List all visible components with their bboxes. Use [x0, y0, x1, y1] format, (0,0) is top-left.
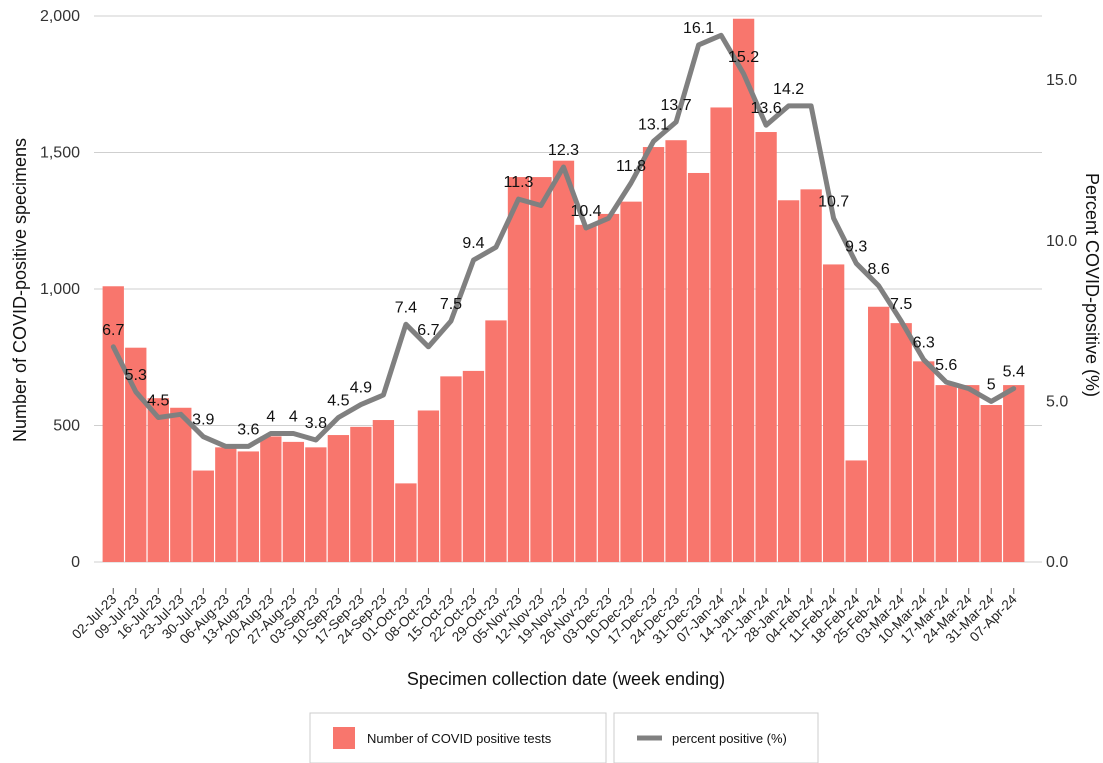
data-label: 11.8 — [616, 158, 646, 175]
data-label: 3.8 — [305, 415, 327, 432]
bar — [282, 441, 305, 562]
bar — [868, 306, 890, 562]
data-label: 3.9 — [192, 412, 214, 429]
bar — [440, 376, 462, 562]
bar — [1003, 385, 1025, 562]
right-y-axis: 0.0 5.0 10.0 15.0 — [1046, 72, 1077, 571]
data-label: 8.6 — [868, 261, 890, 278]
data-label: 14.2 — [773, 81, 804, 98]
bar — [147, 398, 169, 562]
bar — [642, 147, 665, 563]
bar — [305, 447, 327, 562]
bar — [665, 140, 687, 562]
bar — [845, 460, 867, 562]
line-series — [110, 32, 1017, 449]
bar — [800, 189, 822, 563]
legend: Number of COVID positive tests percent p… — [309, 712, 819, 763]
data-label: 5.4 — [1003, 364, 1025, 381]
data-label: 4 — [266, 409, 275, 426]
right-y-tick-label: 10.0 — [1046, 233, 1077, 250]
data-label: 12.3 — [548, 142, 579, 159]
data-label: 7.4 — [395, 299, 417, 316]
bar — [822, 264, 845, 562]
bar — [395, 483, 417, 562]
left-y-tick-label: 0 — [71, 554, 80, 571]
data-label: 4 — [289, 409, 298, 426]
bar — [215, 447, 237, 562]
bar — [575, 224, 597, 562]
data-label: 16.1 — [683, 20, 714, 37]
bar — [530, 177, 552, 562]
percent-positive-line — [110, 32, 1017, 449]
legend-label-line: percent positive (%) — [672, 731, 787, 746]
data-label: 6.3 — [913, 335, 935, 352]
bar — [732, 18, 755, 563]
bar — [597, 213, 620, 563]
bar — [935, 385, 957, 562]
right-y-axis-title: Percent COVID-positive (%) — [1082, 173, 1102, 397]
data-label: 6.7 — [417, 322, 439, 339]
data-label: 5.3 — [125, 367, 147, 384]
data-label: 9.4 — [462, 235, 484, 252]
data-label: 5 — [987, 376, 996, 393]
right-y-tick-label: 15.0 — [1046, 72, 1077, 89]
data-label: 13.7 — [660, 97, 691, 114]
bar — [890, 323, 912, 562]
bar — [620, 201, 642, 562]
data-labels: 6.75.34.53.93.64 4 3.84.54.97.46.77.59.411… — [102, 20, 1025, 438]
data-label: 7.5 — [890, 296, 912, 313]
legend-swatch-bars — [333, 727, 355, 749]
bar — [755, 132, 777, 562]
legend-label-bars: Number of COVID positive tests — [367, 731, 552, 746]
bar — [507, 177, 530, 562]
data-label: 4.5 — [327, 392, 349, 409]
data-label: 4.5 — [147, 392, 169, 409]
bar — [552, 160, 575, 562]
data-label: 10.7 — [818, 193, 849, 210]
bar — [485, 320, 507, 562]
bar — [417, 410, 440, 562]
bar — [350, 426, 372, 562]
left-y-tick-label: 1,000 — [40, 281, 80, 298]
bar — [710, 107, 732, 562]
x-axis-title: Specimen collection date (week ending) — [407, 669, 725, 689]
x-axis: 02-Jul-2309-Jul-2316-Jul-2323-Jul-2330-J… — [69, 588, 1020, 647]
bar — [327, 435, 350, 562]
data-label: 11.3 — [503, 174, 533, 191]
bar — [980, 405, 1002, 562]
data-label: 7.5 — [440, 296, 462, 313]
right-y-tick-label: 0.0 — [1046, 554, 1068, 571]
data-label: 3.6 — [237, 421, 259, 438]
bar — [170, 407, 192, 562]
bar — [958, 385, 980, 562]
bar — [687, 172, 710, 562]
legend-box-bars — [309, 712, 607, 763]
data-label: 13.6 — [751, 100, 782, 117]
data-label: 4.9 — [350, 380, 372, 397]
legend-box-line — [613, 712, 819, 763]
data-label: 15.2 — [728, 49, 759, 66]
left-y-tick-label: 1,500 — [40, 145, 80, 162]
data-label: 6.7 — [102, 322, 124, 339]
right-y-tick-label: 5.0 — [1046, 393, 1068, 410]
data-label: 9.3 — [845, 238, 867, 255]
left-y-axis-title: Number of COVID-positive specimens — [10, 138, 30, 442]
data-label: 5.6 — [935, 357, 957, 374]
bar — [237, 451, 259, 562]
bar — [462, 370, 485, 562]
bar — [260, 436, 282, 562]
bar — [372, 420, 395, 562]
left-y-tick-label: 500 — [53, 418, 80, 435]
left-y-axis: 0 500 1,000 1,500 2,000 — [40, 8, 80, 571]
data-label: 13.1 — [638, 116, 669, 133]
bar — [192, 470, 214, 562]
data-label: 10.4 — [570, 203, 601, 220]
bar — [913, 361, 935, 562]
left-y-tick-label: 2,000 — [40, 8, 80, 25]
bar — [777, 200, 800, 562]
bar-series — [102, 18, 1025, 563]
